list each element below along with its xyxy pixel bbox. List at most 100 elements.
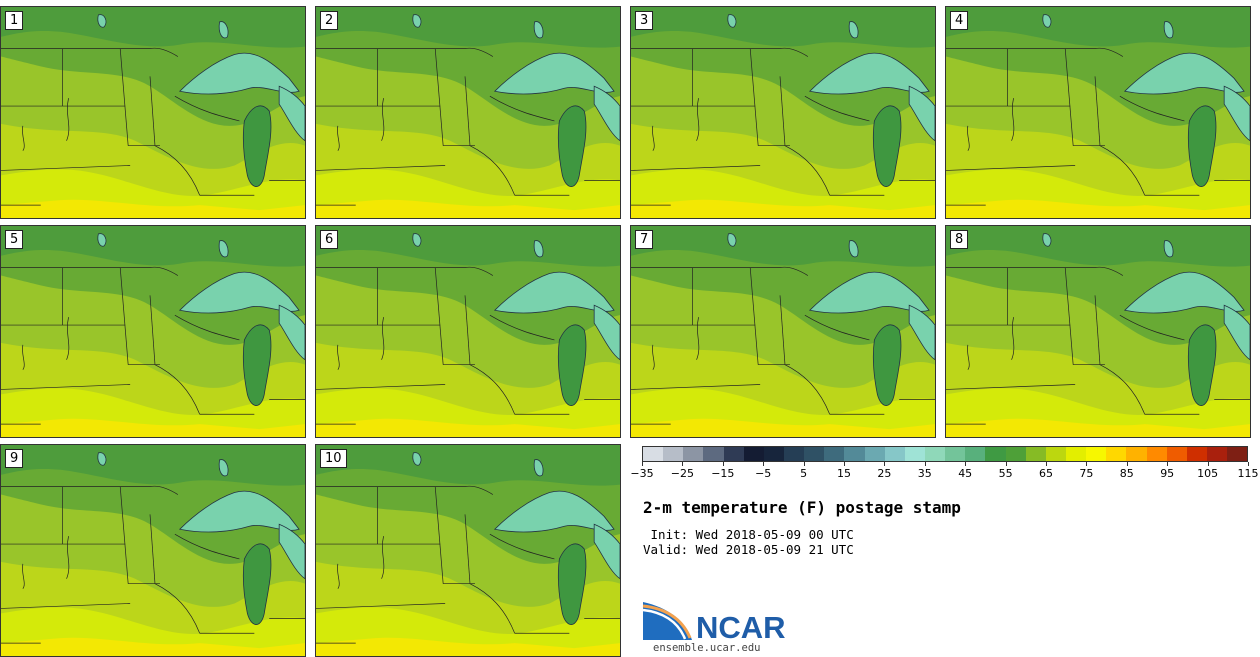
lake-michigan xyxy=(558,105,587,187)
temperature-map xyxy=(946,226,1250,437)
colorbar-tick-label: 35 xyxy=(917,467,932,480)
member-number: 7 xyxy=(635,230,654,249)
colorbar-cell xyxy=(1065,447,1087,461)
lake-superior xyxy=(809,52,930,95)
lake-of-woods xyxy=(727,14,737,28)
state-boundary xyxy=(119,486,129,584)
state-boundary xyxy=(1,384,131,390)
lake-michigan xyxy=(873,105,902,187)
colorbar-cell xyxy=(723,447,744,461)
state-boundary xyxy=(22,563,25,589)
lake-of-woods xyxy=(412,233,422,247)
lake-huron xyxy=(908,304,935,361)
state-boundary xyxy=(1,47,179,57)
state-boundary xyxy=(1011,98,1015,141)
colorbar-cell xyxy=(1206,447,1228,461)
temperature-map xyxy=(1,445,305,656)
state-boundary xyxy=(469,145,516,196)
colorbar-tick-label: 25 xyxy=(877,467,892,480)
ensemble-member-panel: 8 xyxy=(945,225,1251,438)
state-boundary xyxy=(1094,76,1101,146)
state-boundary xyxy=(434,267,444,365)
coldest-band xyxy=(316,445,620,486)
colorbar-tick-label: 85 xyxy=(1119,467,1134,480)
ensemble-member-panel: 7 xyxy=(630,225,936,438)
lake-michigan xyxy=(1188,105,1217,187)
colorbar-tick xyxy=(1005,462,1007,466)
coldest-band xyxy=(1,226,305,267)
state-boundary xyxy=(631,47,809,57)
ensemble-member-panel: 2 xyxy=(315,6,621,219)
colorbar-tick-label: 5 xyxy=(800,467,808,480)
hot-band xyxy=(1,418,305,437)
state-boundary xyxy=(381,317,385,360)
colorbar-cell xyxy=(1126,447,1147,461)
state-boundary xyxy=(779,295,786,365)
colorbar-cell xyxy=(763,447,784,461)
lake-michigan xyxy=(558,324,587,406)
colorbar-tick xyxy=(924,462,926,466)
lake-nipigon xyxy=(533,459,544,477)
member-number: 3 xyxy=(635,11,654,30)
state-boundary xyxy=(337,125,340,151)
colorbar-cell xyxy=(683,447,704,461)
lake-superior xyxy=(1124,271,1245,314)
lake-nipigon xyxy=(848,21,859,39)
colorbar-tick xyxy=(1207,462,1209,466)
lake-nipigon xyxy=(1163,21,1174,39)
state-boundary xyxy=(174,95,240,122)
state-boundary xyxy=(381,98,385,141)
ensemble-member-panel: 5 xyxy=(0,225,306,438)
colorbar-cell xyxy=(884,447,905,461)
colorbar-tick-label: 115 xyxy=(1237,467,1259,480)
state-boundary xyxy=(1,165,131,171)
colorbar-tick-labels: −35 −25 −15 −5 5 15 25 35 45 55 65 75 85 95 105 115 xyxy=(630,462,1259,484)
member-number: 2 xyxy=(320,11,339,30)
coldest-band xyxy=(946,226,1250,267)
state-boundary xyxy=(154,583,201,634)
state-boundary xyxy=(784,145,831,196)
colorbar-tick-label: −5 xyxy=(755,467,772,480)
state-boundary xyxy=(1,266,179,276)
coldest-band xyxy=(316,7,620,48)
state-boundary xyxy=(149,76,156,146)
colorbar-tick xyxy=(763,462,765,466)
temperature-map xyxy=(946,7,1250,218)
state-boundary xyxy=(66,98,70,141)
state-boundary xyxy=(174,314,240,341)
lake-huron xyxy=(1223,85,1250,142)
state-boundary xyxy=(316,384,446,390)
colorbar-tick-label: −25 xyxy=(670,467,694,480)
lake-michigan xyxy=(243,105,272,187)
state-boundary xyxy=(696,98,700,141)
member-number: 9 xyxy=(5,449,24,468)
colorbar-tick xyxy=(844,462,845,466)
state-boundary xyxy=(1099,364,1146,415)
lake-huron xyxy=(278,304,305,361)
state-boundary xyxy=(119,48,129,146)
member-number: 6 xyxy=(320,230,339,249)
colorbar-cell xyxy=(1045,447,1066,461)
state-boundary xyxy=(469,364,516,415)
state-boundary xyxy=(652,125,655,151)
colorbar-cell xyxy=(783,447,805,461)
colorbar-cell xyxy=(965,447,986,461)
lake-nipigon xyxy=(218,21,229,39)
state-boundary xyxy=(66,536,70,579)
colorbar-cell xyxy=(945,447,966,461)
ensemble-member-panel: 6 xyxy=(315,225,621,438)
state-boundary xyxy=(119,267,129,365)
state-boundary xyxy=(66,317,70,360)
state-boundary xyxy=(22,344,25,370)
state-boundary xyxy=(489,314,555,341)
lake-of-woods xyxy=(412,452,422,466)
state-boundary xyxy=(464,295,471,365)
state-boundary xyxy=(946,384,1076,390)
colorbar-cell xyxy=(1186,447,1207,461)
colorbar-tick-label: −15 xyxy=(711,467,735,480)
lake-of-woods xyxy=(412,14,422,28)
hot-band xyxy=(946,418,1250,437)
state-boundary xyxy=(946,165,1076,171)
state-boundary xyxy=(967,125,970,151)
state-boundary xyxy=(489,533,555,560)
